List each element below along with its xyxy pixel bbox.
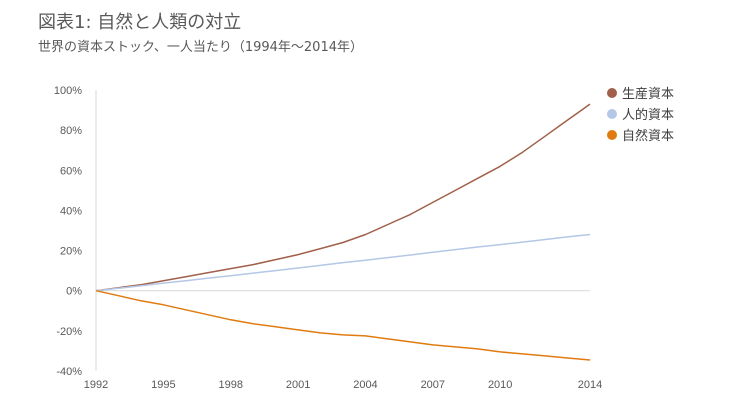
x-axis-ticks: 1992 1995 1998 2001 2004 2007 2010 2014 (84, 379, 602, 391)
x-tick-label: 2007 (421, 379, 445, 391)
y-axis-ticks: -40% -20% 0% 20% 40% 60% 80% 100% (54, 85, 82, 378)
x-tick-label: 2014 (578, 379, 602, 391)
x-tick-label: 1998 (218, 379, 242, 391)
y-tick-label: -20% (56, 326, 82, 338)
x-tick-label: 1995 (151, 379, 175, 391)
legend-marker-produced (607, 88, 617, 98)
y-tick-label: 100% (54, 85, 82, 97)
series-line-produced (95, 103, 591, 292)
legend-label-produced: 生産資本 (622, 86, 674, 102)
x-tick-label: 2004 (353, 379, 377, 391)
legend-marker-human (607, 109, 617, 119)
x-tick-label: 2001 (286, 379, 310, 391)
y-tick-label: 40% (60, 205, 82, 217)
x-tick-label: 2010 (488, 379, 512, 391)
x-tick-label: 1992 (84, 379, 108, 391)
legend-marker-natural (607, 130, 617, 140)
chart-subtitle: 世界の資本ストック、一人当たり（1994年〜2014年） (38, 40, 363, 55)
series-line-natural (95, 289, 591, 361)
y-tick-label: 0% (66, 286, 82, 298)
series-line-human (95, 233, 591, 292)
y-tick-label: 80% (60, 125, 82, 137)
y-tick-label: 60% (60, 165, 82, 177)
y-tick-label: 20% (60, 246, 82, 258)
chart-title: 図表1: 自然と人類の対立 (38, 12, 242, 33)
y-tick-label: -40% (56, 366, 82, 378)
series-lines (95, 103, 591, 361)
legend-label-natural: 自然資本 (622, 128, 674, 144)
legend-label-human: 人的資本 (622, 107, 674, 123)
